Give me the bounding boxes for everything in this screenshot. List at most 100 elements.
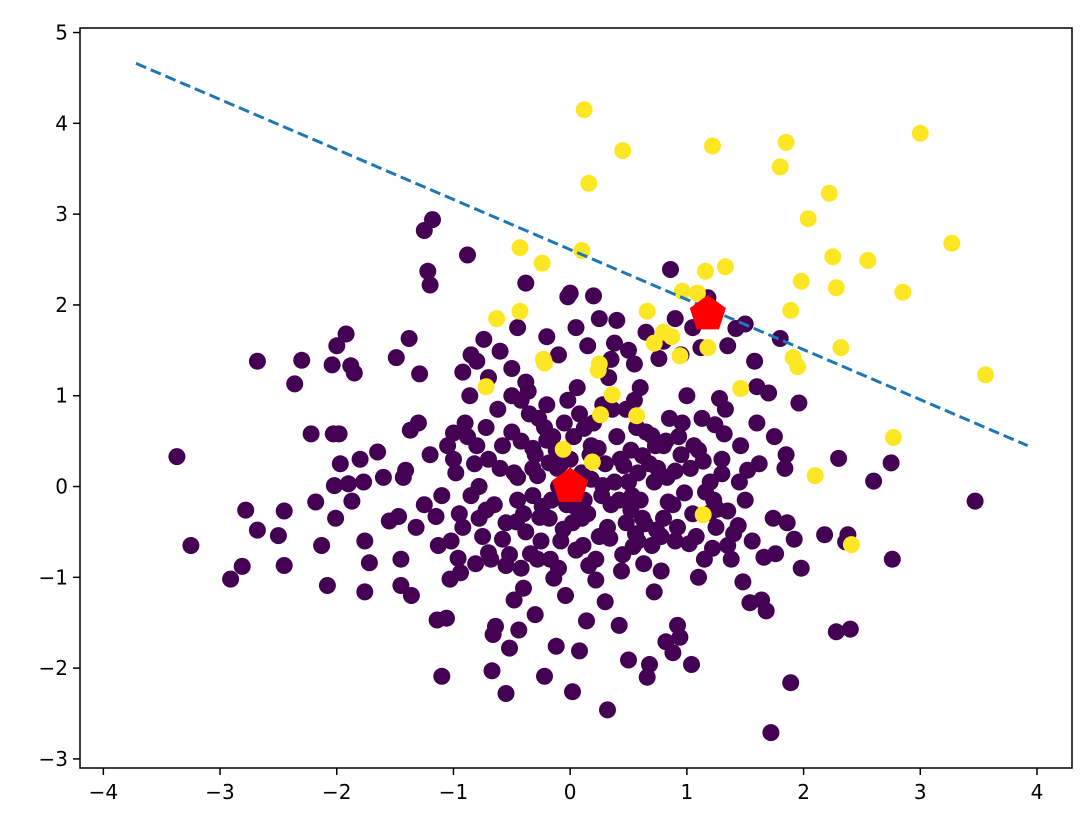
data-point-class-0	[374, 468, 392, 486]
data-point-class-0	[356, 583, 374, 601]
data-point-class-1	[799, 210, 817, 228]
data-point-class-0	[550, 346, 567, 364]
data-point-class-0	[707, 518, 725, 536]
data-point-class-1	[716, 258, 734, 276]
data-point-class-0	[343, 492, 361, 510]
data-point-class-1	[580, 174, 598, 192]
data-point-class-1	[575, 101, 593, 119]
data-point-class-0	[669, 518, 686, 536]
data-point-class-0	[538, 396, 556, 414]
data-point-class-0	[690, 441, 707, 459]
data-point-class-0	[459, 246, 476, 264]
data-point-class-0	[445, 424, 462, 442]
data-point-class-0	[438, 609, 455, 627]
centroid-marker-0	[552, 467, 589, 502]
plot-frame	[79, 27, 1073, 769]
data-point-class-0	[330, 425, 348, 443]
data-point-class-0	[564, 514, 581, 532]
data-point-class-1	[534, 350, 552, 368]
data-point-class-0	[541, 550, 559, 568]
y-tick-label: −2	[39, 656, 68, 680]
data-point-class-0	[421, 276, 439, 294]
data-point-class-0	[827, 623, 845, 641]
data-point-class-0	[477, 419, 495, 436]
y-tick-label: 4	[55, 111, 68, 135]
data-point-class-0	[734, 573, 752, 591]
data-point-class-0	[269, 527, 287, 545]
data-point-class-0	[865, 472, 883, 490]
data-point-class-0	[419, 262, 437, 280]
data-point-class-0	[485, 496, 503, 514]
data-point-class-0	[750, 455, 768, 473]
data-point-class-0	[318, 577, 336, 594]
y-tick-label: 0	[55, 475, 68, 499]
data-point-class-1	[697, 262, 714, 280]
data-point-class-0	[462, 487, 480, 505]
data-point-class-1	[554, 440, 572, 458]
data-point-class-0	[716, 400, 734, 418]
data-point-class-0	[400, 330, 418, 347]
data-point-class-0	[568, 379, 586, 397]
data-point-class-0	[608, 311, 626, 329]
data-point-class-0	[705, 491, 723, 509]
data-point-class-0	[683, 656, 700, 673]
data-point-class-0	[557, 587, 574, 604]
data-point-class-1	[777, 133, 795, 151]
data-point-class-0	[567, 319, 585, 337]
data-point-class-1	[977, 366, 995, 384]
data-point-class-1	[477, 378, 495, 396]
data-point-class-0	[736, 491, 754, 509]
data-point-class-0	[237, 501, 255, 519]
y-tick-label: −3	[39, 747, 68, 771]
data-point-class-0	[664, 644, 682, 662]
data-point-class-0	[524, 459, 542, 477]
data-point-class-0	[701, 473, 719, 491]
data-point-class-0	[830, 449, 848, 467]
y-tick-label: −1	[39, 565, 68, 589]
data-point-class-1	[488, 310, 506, 328]
data-point-class-0	[501, 639, 518, 657]
data-point-class-0	[524, 487, 542, 505]
data-point-class-0	[540, 509, 558, 527]
data-point-class-0	[715, 425, 733, 443]
data-point-class-0	[351, 450, 369, 468]
data-point-class-0	[645, 473, 663, 491]
data-point-class-0	[313, 537, 331, 554]
y-tick-label: 5	[55, 21, 68, 45]
data-point-class-0	[307, 493, 325, 511]
x-axis-ticks: −4 −3 −2 −1 0 1 2 3 4	[89, 768, 1044, 804]
points-layer	[168, 101, 995, 742]
data-point-class-0	[387, 349, 405, 367]
data-point-class-1	[694, 506, 712, 524]
data-point-class-0	[593, 487, 611, 505]
data-point-class-0	[529, 550, 546, 568]
data-point-class-0	[767, 545, 785, 563]
x-tick-label: 4	[1031, 780, 1044, 804]
data-point-class-0	[501, 546, 518, 564]
data-point-class-0	[650, 350, 668, 367]
data-point-class-0	[620, 473, 637, 491]
data-point-class-0	[168, 448, 186, 466]
data-point-class-1	[732, 380, 750, 397]
data-point-class-0	[439, 437, 457, 455]
data-point-class-0	[487, 617, 504, 635]
data-point-class-0	[275, 557, 293, 574]
data-point-class-0	[670, 428, 688, 446]
data-point-class-0	[681, 459, 699, 477]
data-point-class-1	[638, 302, 656, 320]
data-point-class-0	[695, 550, 713, 568]
data-point-class-0	[620, 341, 637, 359]
data-point-class-0	[456, 414, 474, 432]
data-point-class-0	[966, 492, 984, 510]
data-point-class-1	[699, 339, 717, 357]
data-point-class-0	[719, 502, 737, 520]
data-point-class-0	[536, 667, 553, 685]
data-point-class-0	[664, 496, 682, 514]
data-point-class-0	[433, 487, 451, 505]
x-tick-label: −1	[439, 780, 468, 804]
data-point-class-1	[827, 279, 845, 297]
y-tick-label: 2	[55, 293, 68, 317]
boundary-line-layer	[135, 62, 1029, 448]
data-point-class-1	[842, 536, 860, 554]
data-point-class-0	[672, 446, 690, 464]
